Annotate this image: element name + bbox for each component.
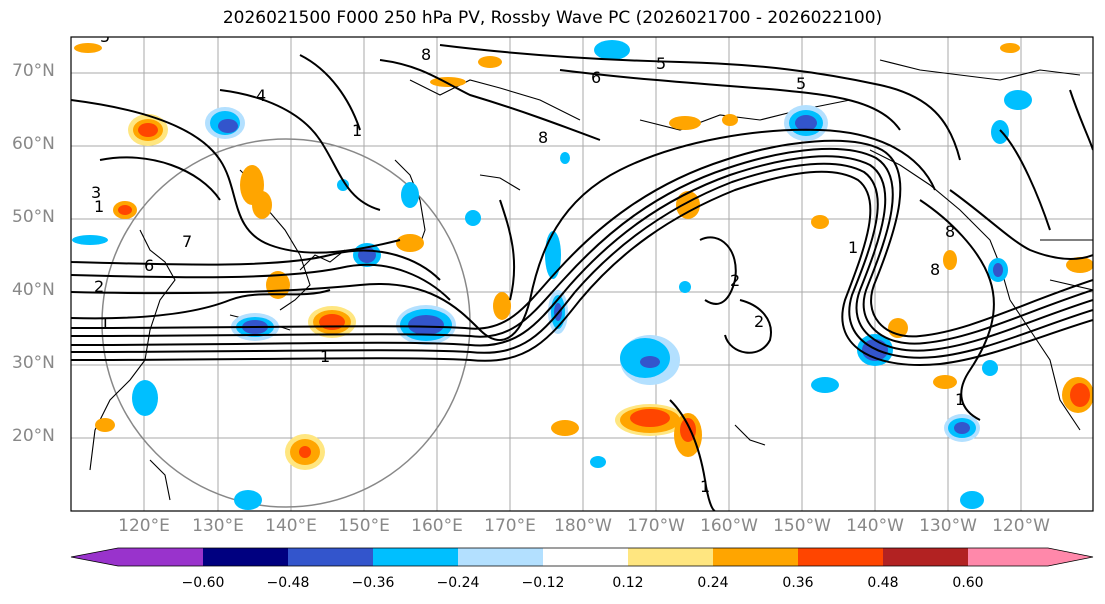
contour-label: 6: [144, 256, 154, 275]
lon-label: 120°W: [992, 516, 1050, 536]
colorbar-tick: −0.60: [181, 575, 225, 591]
colorbar-tick: 0.36: [782, 575, 814, 591]
contour-label: 1: [320, 347, 330, 366]
colorbar-segment: [288, 548, 373, 566]
colorbar-tick: 0.48: [867, 575, 899, 591]
plot-frame: [70, 36, 1094, 512]
reference-circle: [101, 138, 471, 508]
contour-label: 1: [955, 390, 965, 409]
contour-label: 1: [100, 314, 110, 333]
lon-label: 120°E: [118, 516, 170, 536]
colorbar-segment: [543, 548, 628, 566]
contour-label: 5: [656, 54, 666, 73]
lon-label: 180°W: [554, 516, 612, 536]
lon-label: 170°W: [627, 516, 685, 536]
map-title: 2026021500 F000 250 hPa PV, Rossby Wave …: [222, 8, 883, 28]
colorbar-tick: 0.60: [952, 575, 984, 591]
contour-label: 2: [730, 271, 740, 290]
lon-label: 140°E: [265, 516, 317, 536]
contour-label: 7: [182, 232, 192, 251]
colorbar-tick: −0.36: [351, 575, 395, 591]
colorbar: [70, 547, 1094, 567]
colorbar-extend-right: [1048, 548, 1093, 566]
contour-label: 8: [945, 222, 955, 241]
colorbar-tick: −0.48: [266, 575, 310, 591]
lat-label: 40°N: [12, 280, 55, 300]
colorbar-tick: 0.24: [697, 575, 729, 591]
lat-label: 30°N: [12, 353, 55, 373]
lon-label: 130°W: [919, 516, 977, 536]
pv-contours: [71, 44, 1093, 511]
colorbar-segment: [628, 548, 713, 566]
positive-anomalies: [74, 43, 1093, 470]
lat-label: 20°N: [12, 426, 55, 446]
contour-label: 3: [91, 183, 101, 202]
colorbar-segment: [458, 548, 543, 566]
colorbar-tick: −0.24: [436, 575, 480, 591]
colorbar-tick: −0.12: [521, 575, 565, 591]
lat-label: 50°N: [12, 207, 55, 227]
lat-label: 60°N: [12, 134, 55, 154]
contour-label: 8: [538, 128, 548, 147]
contour-label: 8: [930, 260, 940, 279]
lon-label: 170°E: [484, 516, 536, 536]
colorbar-extend-left: [71, 548, 118, 566]
lon-label: 140°W: [846, 516, 904, 536]
contour-label: 1: [848, 238, 858, 257]
colorbar-segment: [203, 548, 288, 566]
contour-label: 5: [100, 27, 110, 46]
colorbar-segment: [968, 548, 1048, 566]
contour-label: 1: [94, 197, 104, 216]
colorbar-segment: [373, 548, 458, 566]
lon-label: 160°E: [411, 516, 463, 536]
contour-label: 1: [352, 121, 362, 140]
contour-label: 2: [94, 277, 104, 296]
colorbar-segment: [713, 548, 798, 566]
contour-label: 2: [754, 312, 764, 331]
lon-label: 150°E: [338, 516, 390, 536]
colorbar-segment: [118, 548, 203, 566]
contour-label: 5: [796, 74, 806, 93]
contour-label: 8: [421, 45, 431, 64]
colorbar-tick: 0.12: [612, 575, 644, 591]
contour-label: 6: [591, 68, 601, 87]
lon-label: 160°W: [700, 516, 758, 536]
lon-label: 130°E: [192, 516, 244, 536]
colorbar-segment: [798, 548, 883, 566]
colorbar-segment: [883, 548, 968, 566]
contour-label: 4: [256, 86, 266, 105]
lon-label: 150°W: [773, 516, 831, 536]
contour-label: 1: [700, 477, 710, 496]
lat-label: 70°N: [12, 61, 55, 81]
